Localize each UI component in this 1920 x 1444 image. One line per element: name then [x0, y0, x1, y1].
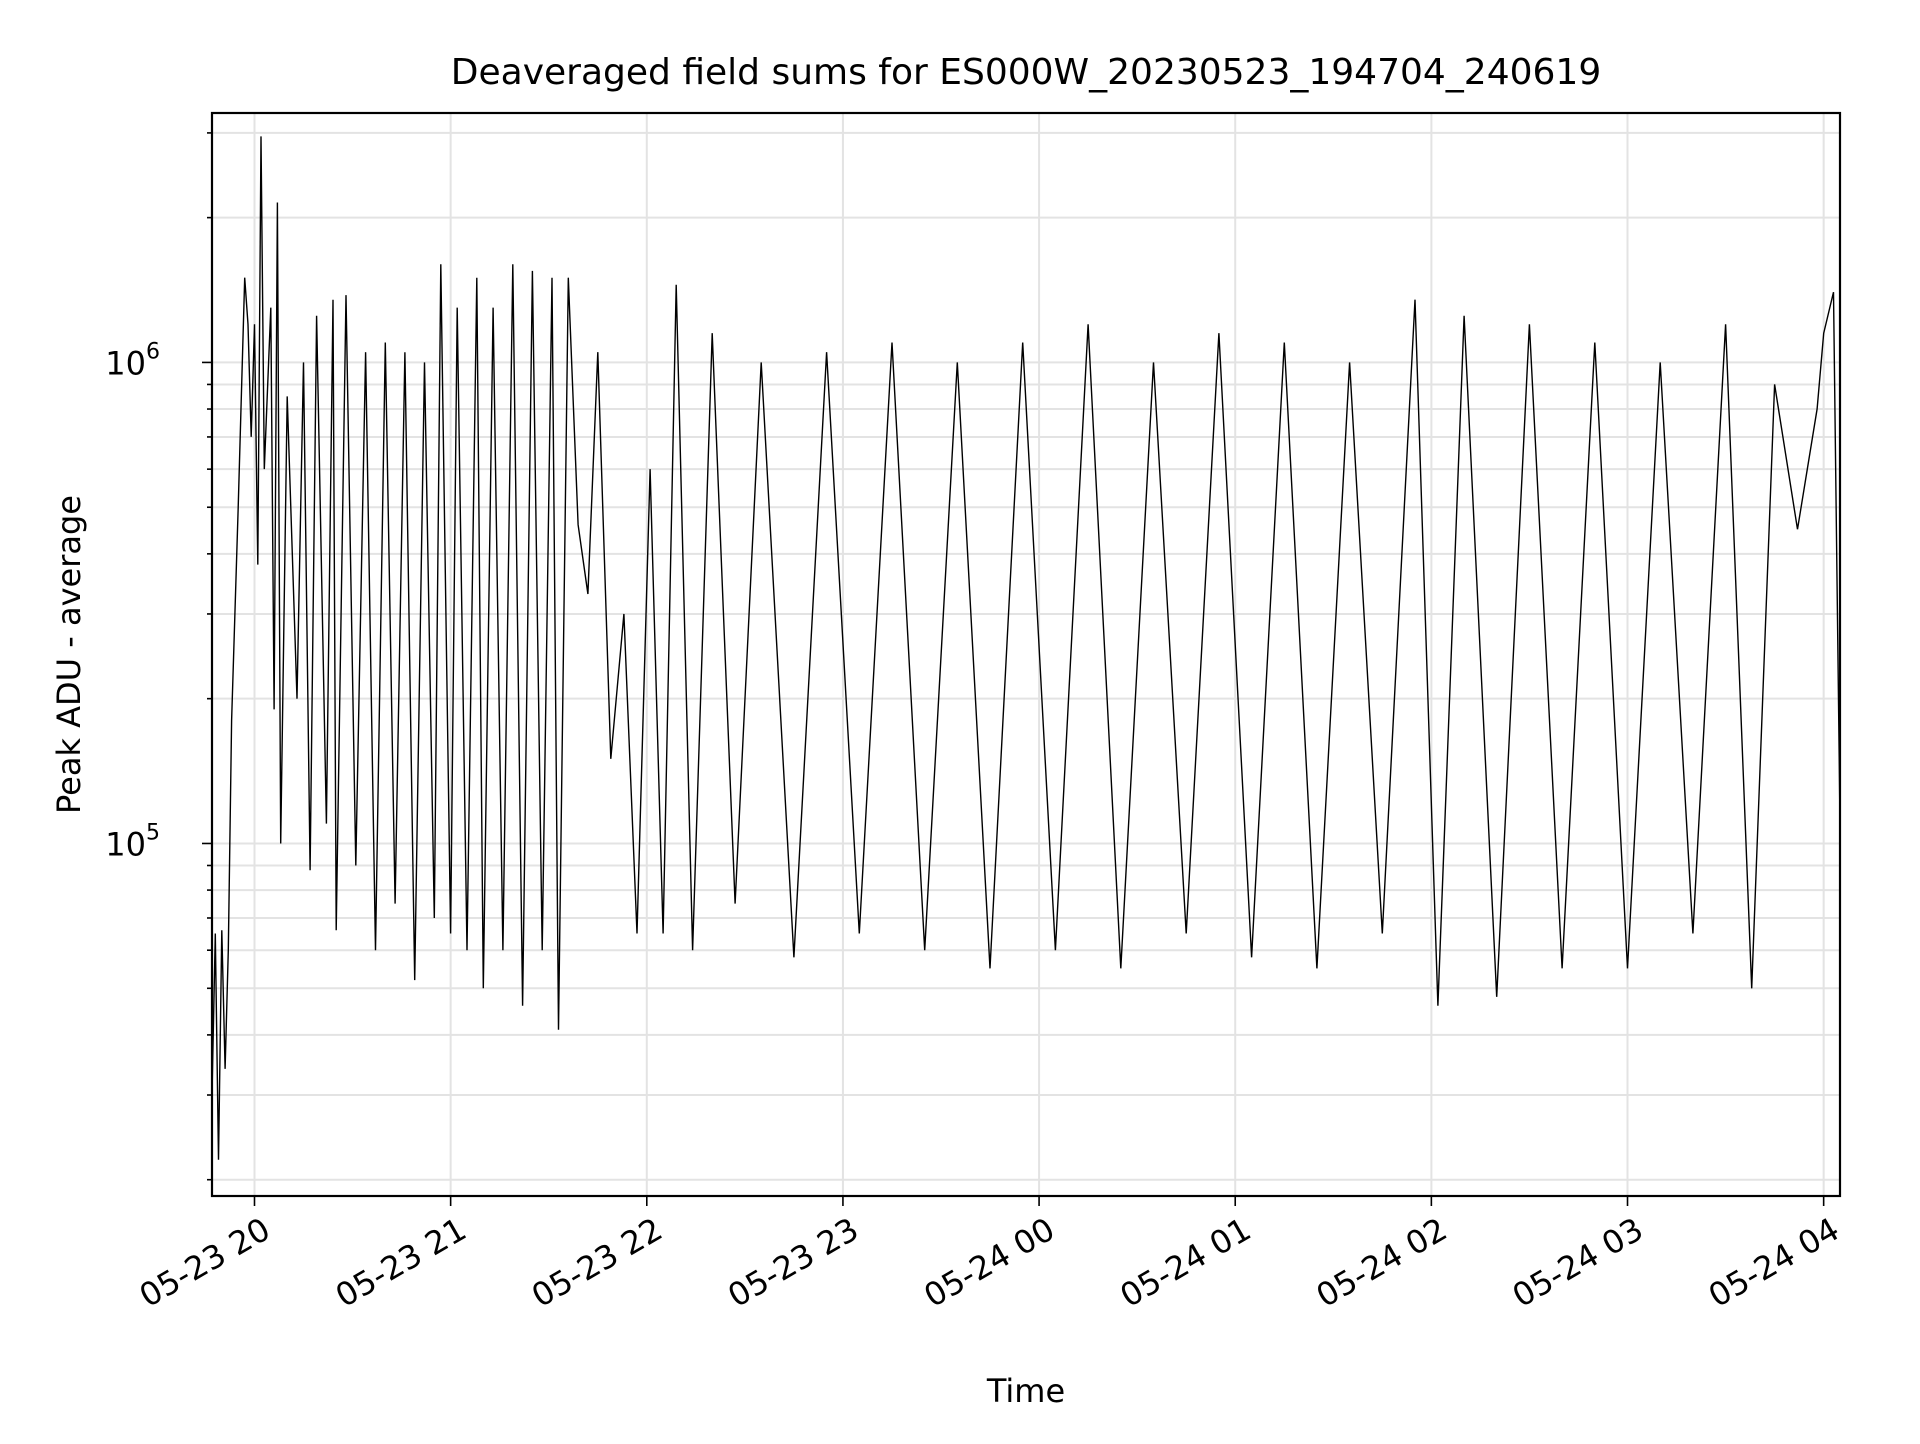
- grid-lines: [212, 113, 1840, 1196]
- data-series: [211, 136, 1841, 1160]
- y-axis-label: Peak ADU - average: [50, 495, 88, 814]
- x-axis-label: Time: [986, 1372, 1065, 1410]
- y-tick-label: 106: [105, 339, 160, 382]
- series-line: [211, 136, 1841, 1160]
- plot-frame: [210, 111, 1842, 1198]
- y-tick-label: 105: [105, 820, 160, 863]
- chart-title: Deaveraged field sums for ES000W_2023052…: [451, 52, 1601, 93]
